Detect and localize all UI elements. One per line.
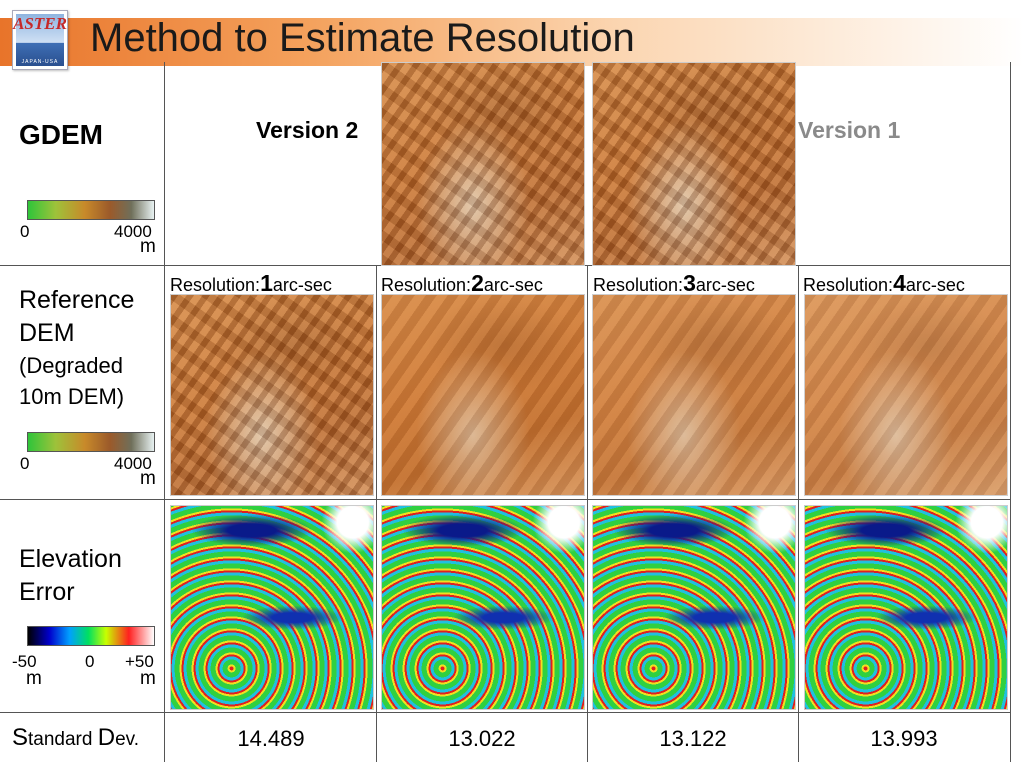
grid-vline-1	[164, 62, 165, 762]
grid-vline-2	[376, 265, 377, 762]
std-dev-value-1: 14.489	[237, 726, 305, 751]
gdem-scale-max: 4000	[114, 222, 152, 241]
grid-vline-3	[587, 265, 588, 762]
grid-hline-3	[0, 712, 1010, 713]
aster-logo: ASTER JAPAN-USA	[12, 10, 68, 70]
resolution-label-2: Resolution:2arc-sec	[381, 270, 543, 296]
grid-vline-4	[798, 265, 799, 762]
resolution-label-4: Resolution:4arc-sec	[803, 270, 965, 296]
error-label-line2: Error	[19, 578, 75, 606]
error-map-1	[170, 505, 374, 710]
reference-scale-max: 4000	[114, 454, 152, 473]
gdem-scale-unit: m	[140, 236, 156, 257]
reference-colorbar	[27, 432, 155, 452]
reference-image-3	[592, 294, 796, 496]
error-scale-mid: 0	[85, 652, 95, 671]
reference-image-1	[170, 294, 374, 496]
error-map-3	[592, 505, 796, 710]
resolution-label-1: Resolution:1arc-sec	[170, 270, 332, 296]
error-scale-min: -50	[12, 652, 37, 671]
version1-label: Version 1	[798, 117, 901, 143]
logo-graphic	[16, 14, 64, 66]
error-scale-unit-right: m	[140, 668, 156, 689]
reference-label-line4: 10m DEM)	[19, 384, 125, 409]
slide-title: Method to Estimate Resolution	[90, 16, 635, 60]
error-map-2	[381, 505, 585, 710]
reference-image-2	[381, 294, 585, 496]
logo-subtext: JAPAN-USA	[21, 59, 59, 65]
reference-image-4	[804, 294, 1008, 496]
error-map-4	[804, 505, 1008, 710]
std-dev-value-2: 13.022	[448, 726, 516, 751]
gdem-v2-image	[381, 62, 585, 266]
gdem-scale-min: 0	[20, 222, 30, 241]
title-band	[0, 18, 1024, 66]
gdem-colorbar	[27, 200, 155, 220]
std-dev-value-4: 13.993	[870, 726, 938, 751]
reference-label-line1: Reference	[19, 286, 135, 314]
gdem-v1-image	[592, 62, 796, 266]
error-colorbar	[27, 626, 155, 646]
std-dev-label: Standard Dev.	[12, 724, 140, 751]
error-scale-max: +50	[125, 652, 154, 671]
error-label-line1: Elevation	[19, 545, 122, 573]
reference-scale-min: 0	[20, 454, 30, 473]
std-dev-value-3: 13.122	[659, 726, 727, 751]
reference-label-line2: DEM	[19, 319, 75, 347]
grid-vline-5	[1010, 62, 1011, 762]
version2-label: Version 2	[256, 117, 359, 143]
resolution-label-3: Resolution:3arc-sec	[593, 270, 755, 296]
grid-hline-2	[0, 499, 1010, 500]
error-scale-unit-left: m	[26, 668, 42, 689]
reference-scale-unit: m	[140, 468, 156, 489]
gdem-label: GDEM	[19, 119, 103, 150]
reference-label-line3: (Degraded	[19, 353, 123, 378]
logo-text: ASTER	[13, 14, 67, 33]
